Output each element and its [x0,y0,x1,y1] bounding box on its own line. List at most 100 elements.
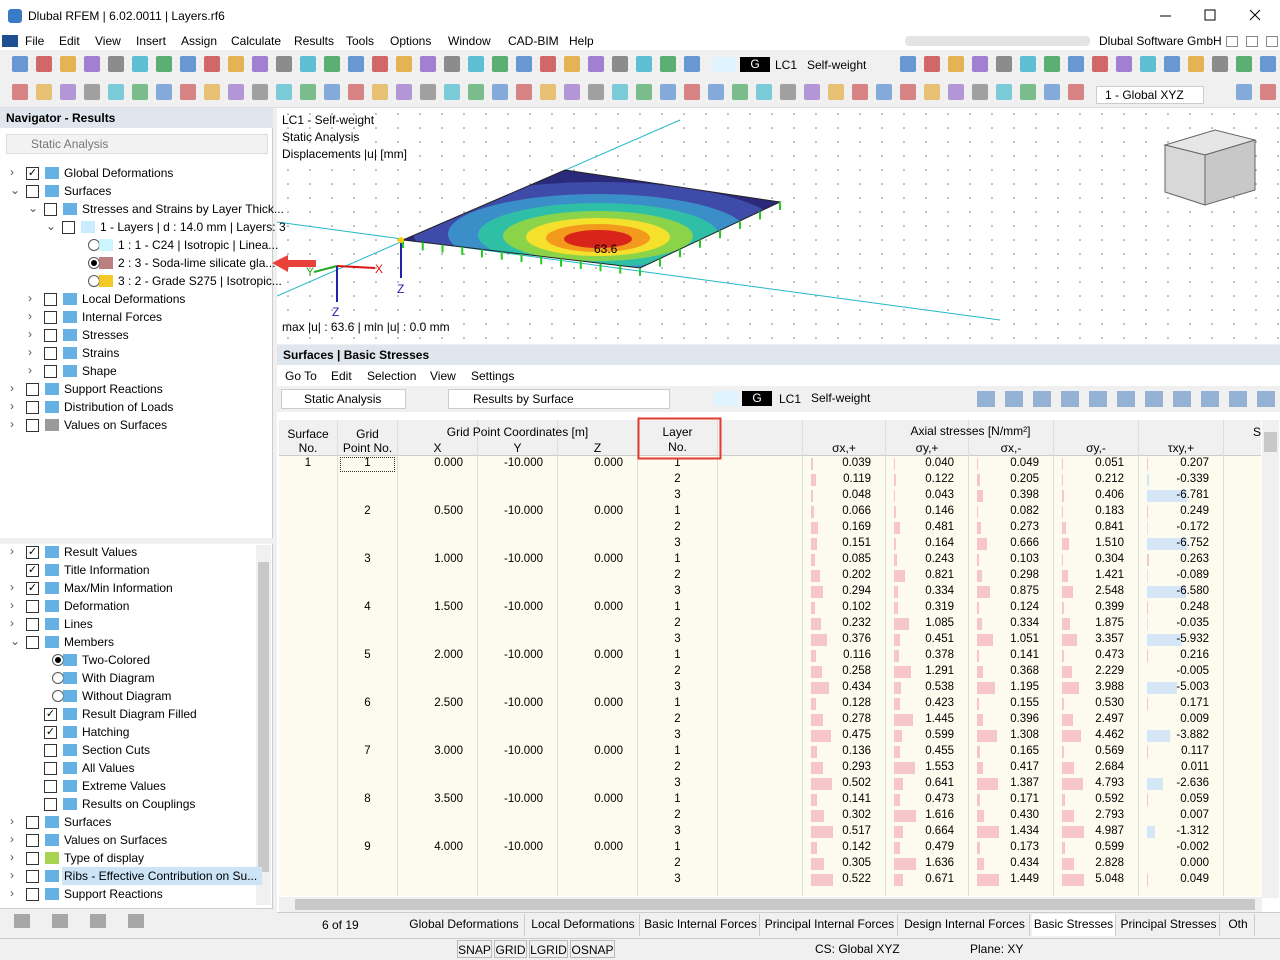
tab[interactable]: Global Deformations [404,914,525,936]
value-bar [1147,554,1149,566]
tree-item[interactable]: 3 : 2 - Grade S275 | Isotropic... [118,274,282,288]
menu-item[interactable]: Tools [346,34,375,48]
tool-icon [108,84,124,100]
tree-item[interactable]: Values on Surfaces [64,418,168,432]
menu-item[interactable]: Window [448,34,491,48]
cell: 1.434 [1010,825,1039,837]
tool-icon [108,56,124,72]
tree-item[interactable]: Support Reactions [64,382,163,396]
checkbox [62,221,75,234]
value-bar [1062,570,1069,582]
value-bar [894,682,902,694]
expander: › [28,327,32,341]
tree-item[interactable]: Support Reactions [64,887,163,901]
tree-item[interactable]: Strains [82,346,120,360]
tree-item[interactable]: Global Deformations [64,166,174,180]
lc-combo[interactable]: Self-weight [807,58,867,72]
result-combo[interactable]: Results by Surface [448,389,670,409]
tree-item[interactable]: Type of display [64,851,145,865]
tree-item[interactable]: 2 : 3 - Soda-lime silicate gla... [118,256,276,270]
cell: 2.000 [434,649,463,661]
cell: 3 [674,489,681,501]
tree-item[interactable]: Result Diagram Filled [82,707,197,721]
tree-item[interactable]: 1 : 1 - C24 | Isotropic | Linea... [118,238,279,252]
checkbox [26,419,39,432]
tree-item[interactable]: With Diagram [82,671,155,685]
status-toggle[interactable]: GRID [494,940,527,958]
tool-icon [348,84,364,100]
cell: 1.553 [925,761,954,773]
tree-item[interactable]: Ribs - Effective Contribution on Su... [64,869,258,883]
cs-combo[interactable]: 1 - Global XYZ [1096,86,1204,104]
tree-item[interactable]: 1 - Layers | d : 14.0 mm | Layers: 3 [100,220,286,234]
status-toggle[interactable]: LGRID [529,940,568,958]
menu-item[interactable]: File [25,34,45,48]
value-bar [1062,858,1075,870]
cell: 0.000 [594,505,623,517]
tree-item[interactable]: Shape [82,364,117,378]
tree-item[interactable]: Results on Couplings [82,797,196,811]
menu-item[interactable]: Edit [59,34,80,48]
checkbox [26,834,39,847]
menu-item[interactable]: Assign [181,34,218,48]
status-toggle[interactable]: OSNAP [570,940,615,958]
panel-menu-item[interactable]: Go To [285,369,317,383]
tab[interactable]: Design Internal Forces [900,914,1030,936]
menu-item[interactable]: Results [294,34,335,48]
expander: ⌄ [28,201,39,215]
cell: 5 [364,649,371,661]
tree-icon [99,257,113,269]
panel-menu-item[interactable]: Selection [367,369,417,383]
menu-item[interactable]: Options [390,34,432,48]
tree-item[interactable]: Hatching [82,725,130,739]
panel-menu-item[interactable]: View [430,369,456,383]
tree-item[interactable]: All Values [82,761,135,775]
tab[interactable]: Principal Stresses [1118,914,1220,936]
panel-menu-item[interactable]: Edit [331,369,352,383]
value-bar [811,874,833,886]
tree-item[interactable]: Stresses and Strains by Layer Thick... [82,202,284,216]
value-bar [1147,650,1149,662]
tree-item[interactable]: Members [64,635,115,649]
tree-item[interactable]: Local Deformations [82,292,186,306]
tab[interactable]: Basic Stresses [1032,914,1116,936]
tree-item[interactable]: Stresses [82,328,129,342]
tab[interactable]: Oth [1222,914,1255,936]
lc-combo[interactable]: Self-weight [811,391,871,405]
tree-item[interactable]: Two-Colored [82,653,151,667]
tree-item[interactable]: Deformation [64,599,130,613]
tree-item[interactable]: Without Diagram [82,689,172,703]
menu-item[interactable]: View [95,34,121,48]
tree-item[interactable]: Surfaces [64,184,112,198]
tree-item[interactable]: Distribution of Loads [64,400,174,414]
tree-item[interactable]: Result Values [64,545,138,559]
tree-item[interactable]: Section Cuts [82,743,151,757]
status-toggle[interactable]: SNAP [457,940,492,958]
tree-item[interactable]: Lines [64,617,93,631]
analysis-combo[interactable]: Static Analysis [281,389,406,409]
menu-item[interactable]: Calculate [231,34,282,48]
tree-item[interactable]: Values on Surfaces [64,833,168,847]
menu-item[interactable]: Insert [136,34,167,48]
value-bar [1062,586,1074,598]
tree-item[interactable]: Internal Forces [82,310,163,324]
value-bar [811,746,817,758]
panel-menu-item[interactable]: Settings [471,369,515,383]
cell: 4.462 [1095,729,1124,741]
cell: 2 [674,665,681,677]
tab[interactable]: Principal Internal Forces [762,914,898,936]
tab[interactable]: Local Deformations [527,914,640,936]
tree-item[interactable]: Surfaces [64,815,112,829]
value-bar [1062,538,1069,550]
tree-item[interactable]: Title Information [64,563,150,577]
tree-item[interactable]: Max/Min Information [64,581,173,595]
tree-item[interactable]: Extreme Values [82,779,166,793]
tab[interactable]: Basic Internal Forces [642,914,760,936]
analysis-combo[interactable]: Static Analysis [6,134,268,154]
tree-icon [99,239,113,251]
expander: › [10,399,14,413]
menu-item[interactable]: CAD-BIM [508,34,559,48]
menu-item[interactable]: Help [569,34,594,48]
value-bar [1062,730,1082,742]
cell: -0.089 [1176,569,1209,581]
